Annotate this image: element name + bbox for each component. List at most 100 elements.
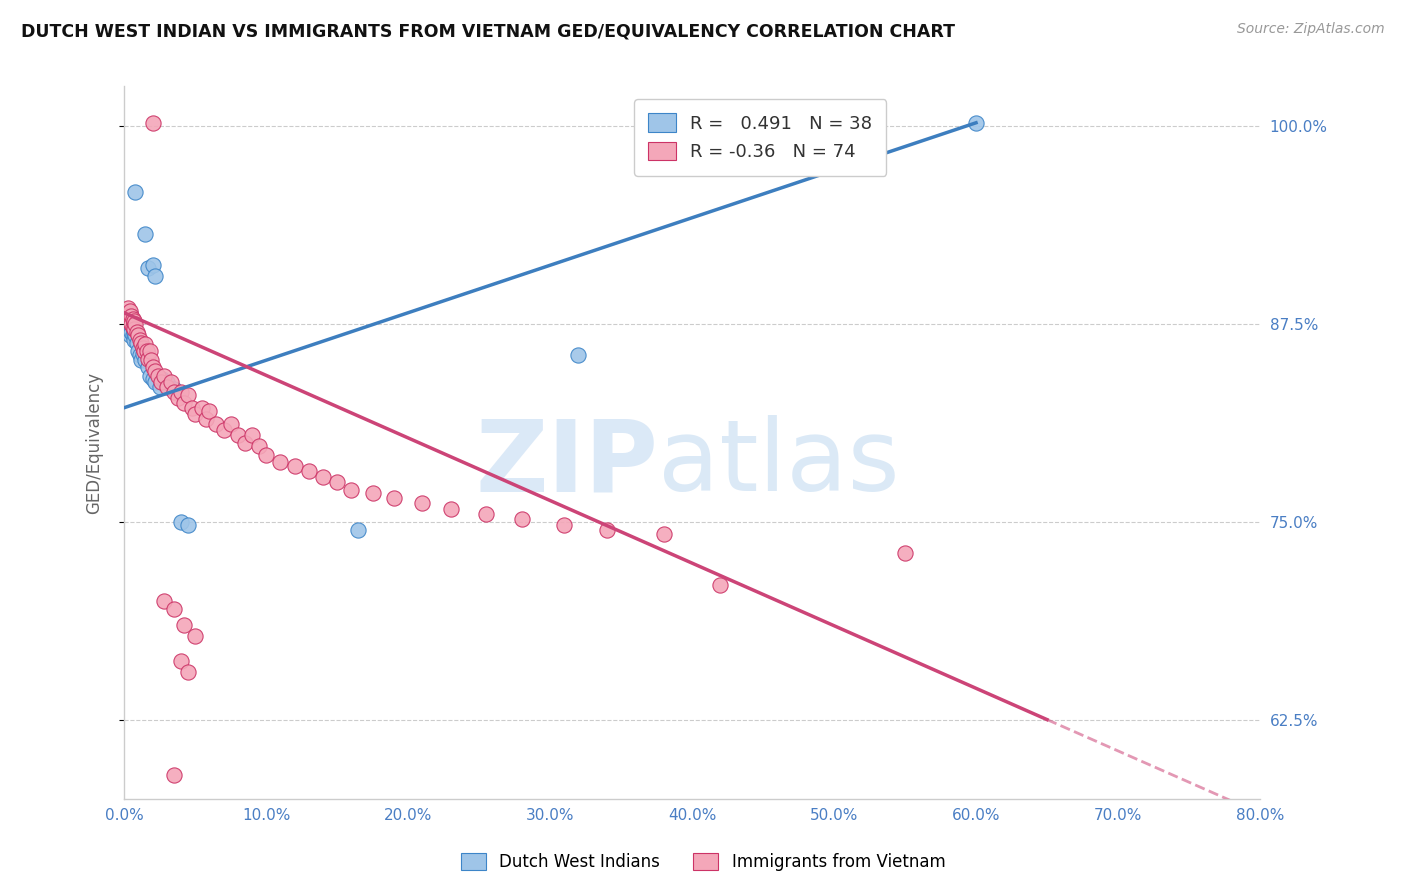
Legend: Dutch West Indians, Immigrants from Vietnam: Dutch West Indians, Immigrants from Viet… bbox=[453, 845, 953, 880]
Point bbox=[440, 502, 463, 516]
Point bbox=[156, 376, 179, 390]
Point bbox=[326, 475, 349, 490]
Point bbox=[138, 343, 160, 358]
Point bbox=[191, 401, 214, 415]
Point bbox=[298, 464, 321, 478]
Point bbox=[596, 523, 619, 537]
Point bbox=[121, 320, 143, 334]
Point bbox=[136, 261, 159, 276]
Point bbox=[115, 312, 138, 326]
Text: atlas: atlas bbox=[658, 416, 900, 512]
Point bbox=[139, 353, 162, 368]
Point bbox=[115, 317, 138, 331]
Point bbox=[411, 496, 433, 510]
Point bbox=[177, 665, 200, 679]
Point bbox=[212, 423, 235, 437]
Point bbox=[510, 511, 533, 525]
Point bbox=[195, 412, 218, 426]
Text: ZIP: ZIP bbox=[475, 416, 658, 512]
Legend: R =   0.491   N = 38, R = -0.36   N = 74: R = 0.491 N = 38, R = -0.36 N = 74 bbox=[634, 99, 886, 176]
Point bbox=[361, 486, 384, 500]
Point bbox=[156, 380, 179, 394]
Point bbox=[122, 321, 145, 335]
Point bbox=[173, 396, 195, 410]
Point bbox=[153, 594, 176, 608]
Point bbox=[128, 333, 150, 347]
Point bbox=[141, 116, 163, 130]
Point bbox=[141, 372, 163, 386]
Point bbox=[132, 343, 155, 358]
Point bbox=[163, 768, 186, 782]
Point bbox=[134, 353, 156, 368]
Point bbox=[382, 491, 405, 505]
Point bbox=[965, 116, 987, 130]
Point bbox=[145, 269, 167, 284]
Point bbox=[153, 369, 176, 384]
Point bbox=[177, 517, 200, 532]
Point bbox=[134, 227, 156, 241]
Point bbox=[254, 448, 277, 462]
Point bbox=[652, 527, 675, 541]
Y-axis label: GED/Equivalency: GED/Equivalency bbox=[86, 371, 103, 514]
Point bbox=[118, 313, 141, 327]
Point bbox=[134, 337, 156, 351]
Point bbox=[115, 306, 138, 320]
Point bbox=[117, 309, 139, 323]
Point bbox=[205, 417, 228, 431]
Point bbox=[132, 341, 155, 355]
Point bbox=[124, 327, 146, 342]
Point bbox=[184, 407, 207, 421]
Text: DUTCH WEST INDIAN VS IMMIGRANTS FROM VIETNAM GED/EQUIVALENCY CORRELATION CHART: DUTCH WEST INDIAN VS IMMIGRANTS FROM VIE… bbox=[21, 22, 955, 40]
Point bbox=[283, 459, 305, 474]
Point bbox=[127, 327, 149, 342]
Point bbox=[136, 351, 159, 366]
Point bbox=[247, 439, 270, 453]
Point bbox=[131, 341, 153, 355]
Point bbox=[198, 404, 221, 418]
Point bbox=[127, 343, 149, 358]
Point bbox=[149, 380, 172, 394]
Point bbox=[129, 335, 152, 350]
Point bbox=[567, 349, 589, 363]
Point bbox=[312, 470, 335, 484]
Point bbox=[240, 427, 263, 442]
Point bbox=[118, 304, 141, 318]
Point bbox=[135, 343, 157, 358]
Point bbox=[150, 376, 173, 390]
Point bbox=[163, 384, 186, 399]
Point bbox=[122, 325, 145, 339]
Point bbox=[128, 349, 150, 363]
Point bbox=[170, 384, 193, 399]
Text: Source: ZipAtlas.com: Source: ZipAtlas.com bbox=[1237, 22, 1385, 37]
Point bbox=[145, 364, 167, 378]
Point bbox=[120, 309, 142, 323]
Point bbox=[136, 359, 159, 374]
Point bbox=[120, 317, 142, 331]
Point bbox=[124, 317, 146, 331]
Point bbox=[118, 327, 141, 342]
Point bbox=[117, 321, 139, 335]
Point bbox=[170, 654, 193, 668]
Point bbox=[125, 335, 148, 350]
Point bbox=[138, 369, 160, 384]
Point bbox=[167, 391, 190, 405]
Point bbox=[141, 258, 163, 272]
Point bbox=[135, 343, 157, 358]
Point bbox=[121, 320, 143, 334]
Point bbox=[118, 306, 141, 320]
Point bbox=[131, 347, 153, 361]
Point bbox=[173, 617, 195, 632]
Point bbox=[124, 186, 146, 200]
Point bbox=[269, 454, 291, 468]
Point bbox=[184, 629, 207, 643]
Point bbox=[141, 359, 163, 374]
Point bbox=[117, 301, 139, 315]
Point bbox=[120, 317, 142, 331]
Point bbox=[226, 427, 249, 442]
Point bbox=[177, 388, 200, 402]
Point bbox=[122, 313, 145, 327]
Point bbox=[894, 546, 917, 560]
Point bbox=[219, 417, 242, 431]
Point bbox=[170, 515, 193, 529]
Point bbox=[163, 382, 186, 396]
